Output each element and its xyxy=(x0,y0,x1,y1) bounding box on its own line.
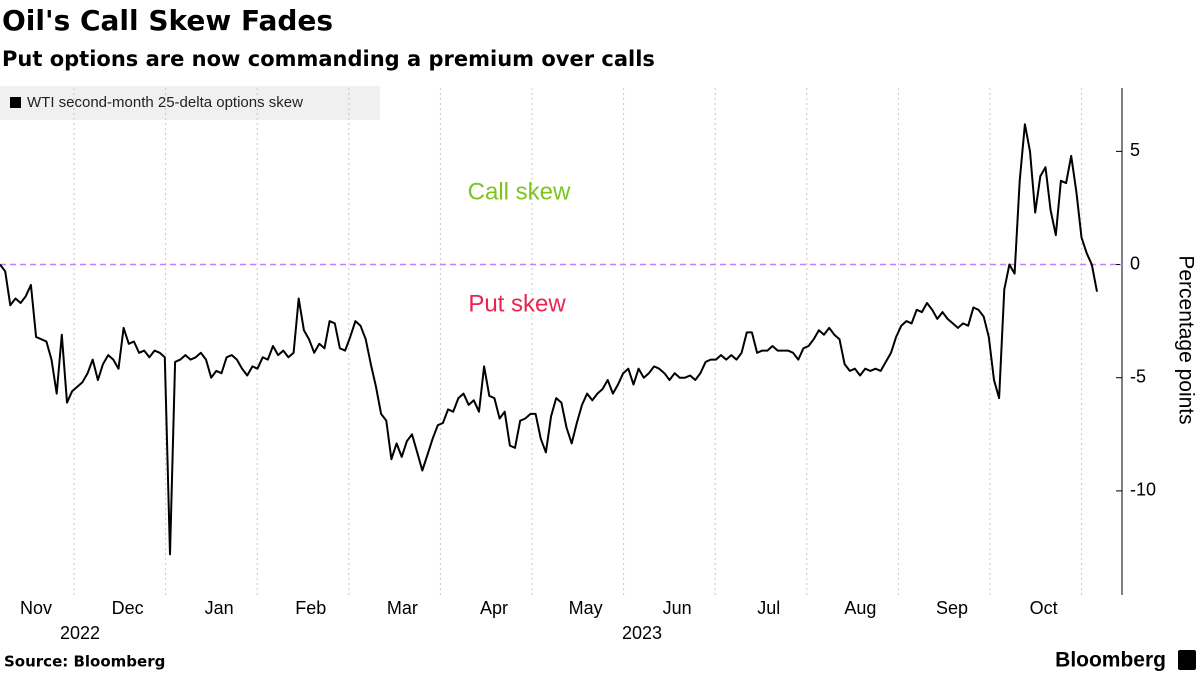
y-axis-label: Percentage points xyxy=(1174,255,1197,424)
x-tick-label: Apr xyxy=(480,598,508,618)
annotation: Put skew xyxy=(468,290,566,317)
x-tick-label: Mar xyxy=(387,598,418,618)
x-tick-label: Dec xyxy=(112,598,144,618)
data-line xyxy=(0,123,1098,556)
y-tick-label: -5 xyxy=(1130,366,1146,386)
x-tick-label: May xyxy=(569,598,603,618)
legend-swatch xyxy=(10,97,21,108)
x-tick-label: Feb xyxy=(295,598,326,618)
brand: Bloomberg xyxy=(1055,649,1166,672)
legend-box xyxy=(0,86,380,120)
x-tick-label: Jul xyxy=(757,598,780,618)
y-tick-label: 5 xyxy=(1130,140,1140,160)
x-tick-label: Jun xyxy=(663,598,692,618)
chart-title: Oil's Call Skew Fades xyxy=(2,4,333,37)
x-tick-label: Jan xyxy=(205,598,234,618)
source: Source: Bloomberg xyxy=(4,653,165,671)
y-tick-label: 0 xyxy=(1130,253,1140,273)
legend-label: WTI second-month 25-delta options skew xyxy=(27,94,303,111)
annotation: Call skew xyxy=(468,178,571,205)
chart-subtitle: Put options are now commanding a premium… xyxy=(2,47,655,71)
year-label: 2023 xyxy=(622,623,662,643)
y-tick-label: -10 xyxy=(1130,480,1156,500)
brand-icon xyxy=(1178,650,1196,670)
x-tick-label: Oct xyxy=(1030,598,1058,618)
x-tick-label: Nov xyxy=(20,598,52,618)
x-tick-label: Aug xyxy=(844,598,876,618)
x-tick-label: Sep xyxy=(936,598,968,618)
year-label: 2022 xyxy=(60,623,100,643)
